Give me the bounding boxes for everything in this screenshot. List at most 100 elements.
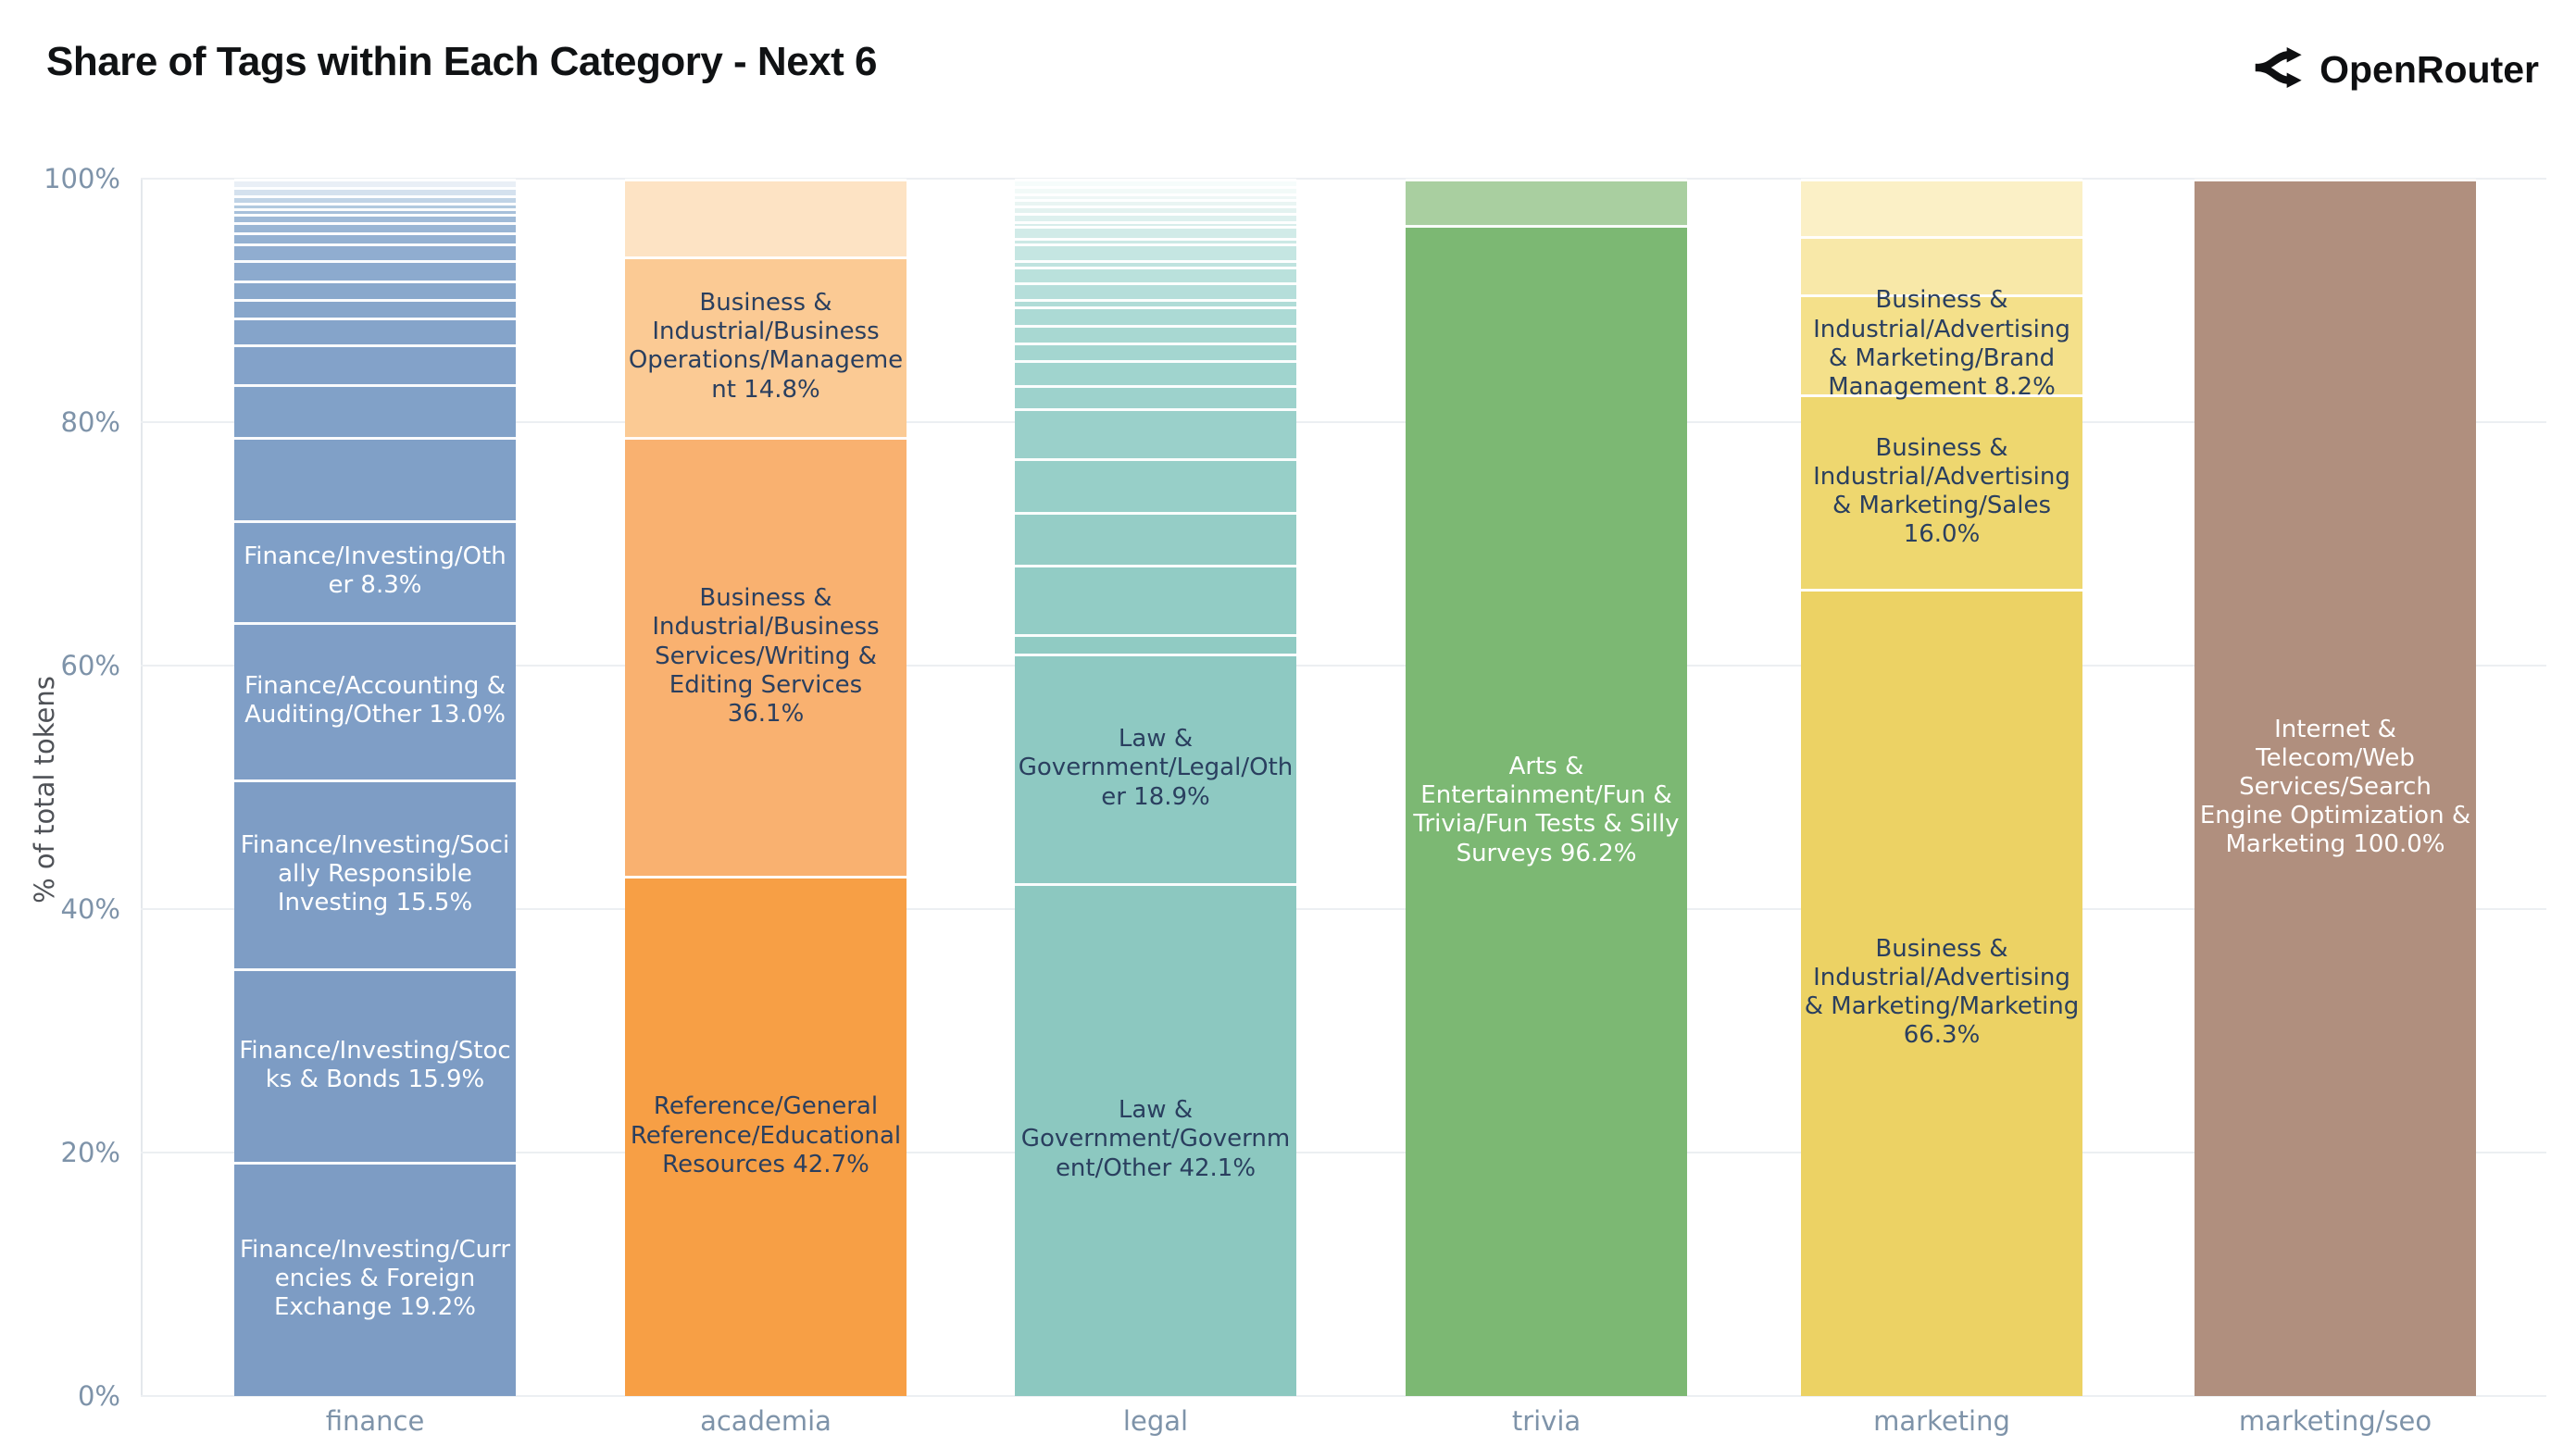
bar-segment[interactable]	[1015, 266, 1296, 282]
bar-segment[interactable]	[1015, 205, 1296, 213]
bar-segment[interactable]	[234, 260, 516, 281]
bar-marketing[interactable]: Business & Industrial/Advertising & Mark…	[1801, 179, 2082, 1396]
bar-segment[interactable]	[234, 317, 516, 344]
bar-segment[interactable]	[1406, 179, 1687, 225]
bar-segment[interactable]	[1015, 193, 1296, 200]
gridline-20%	[141, 1152, 2546, 1153]
openrouter-logo-icon	[2251, 41, 2305, 98]
bar-segment[interactable]: Finance/Investing/Currencies & Foreign E…	[234, 1162, 516, 1396]
bar-segment[interactable]	[1015, 512, 1296, 565]
segment-label: Finance/Investing/Currencies & Foreign E…	[239, 1235, 511, 1322]
bar-segment[interactable]	[1015, 243, 1296, 260]
bar-segment[interactable]: Law & Government/Legal/Other 18.9%	[1015, 653, 1296, 884]
segment-label: Reference/General Reference/Educational …	[630, 1092, 902, 1178]
bar-segment[interactable]	[234, 384, 516, 437]
segment-label: Law & Government/Government/Other 42.1%	[1020, 1096, 1291, 1182]
brand: OpenRouter	[2251, 41, 2539, 98]
gridline-40%	[141, 908, 2546, 910]
bar-segment[interactable]	[234, 436, 516, 521]
bar-segment[interactable]	[1015, 385, 1296, 409]
bar-segment[interactable]	[234, 222, 516, 232]
bar-segment[interactable]: Law & Government/Government/Other 42.1%	[1015, 883, 1296, 1396]
segment-label: Finance/Investing/Stocks & Bonds 15.9%	[239, 1036, 511, 1093]
y-tick-label-0%: 0%	[77, 1380, 120, 1412]
bar-segment[interactable]	[234, 195, 516, 204]
bar-segment[interactable]: Business & Industrial/Business Operation…	[625, 256, 907, 437]
bar-segment[interactable]: Finance/Accounting & Auditing/Other 13.0…	[234, 621, 516, 780]
brand-name: OpenRouter	[2320, 47, 2539, 91]
bar-segment[interactable]	[234, 343, 516, 385]
segment-label: Business & Industrial/Advertising & Mark…	[1813, 433, 2070, 549]
bar-segment[interactable]	[1015, 324, 1296, 343]
bar-legal[interactable]: Law & Government/Legal/Other 18.9% Law & …	[1015, 179, 1296, 1396]
bar-segment[interactable]: Internet & Telecom/Web Services/Search E…	[2195, 179, 2476, 1396]
bar-segment[interactable]: Finance/Investing/Stocks & Bonds 15.9%	[234, 968, 516, 1163]
x-axis-label-trivia: trivia	[1511, 1405, 1582, 1437]
bar-segment[interactable]: Business & Industrial/Advertising & Mark…	[1801, 286, 2082, 401]
x-axis-label-marketing/seo: marketing/seo	[2238, 1405, 2432, 1437]
bar-segment[interactable]	[1015, 408, 1296, 459]
bar-segment[interactable]: Business & Industrial/Advertising & Mark…	[1801, 393, 2082, 590]
gridline-60%	[141, 665, 2546, 667]
bar-segment[interactable]	[1015, 220, 1296, 227]
bar-segment[interactable]	[234, 243, 516, 261]
bar-segment[interactable]	[234, 203, 516, 208]
bar-academia[interactable]: Business & Industrial/Business Operation…	[625, 179, 907, 1396]
bar-segment[interactable]	[625, 179, 907, 257]
bar-segment[interactable]	[1015, 226, 1296, 239]
segment-label: Business & Industrial/Advertising & Mark…	[1813, 286, 2070, 402]
bar-trivia[interactable]: Arts & Entertainment/Fun & Trivia/Fun Te…	[1406, 179, 1687, 1396]
y-tick-label-20%: 20%	[60, 1137, 120, 1168]
bar-segment[interactable]	[1015, 185, 1296, 193]
bar-segment[interactable]	[234, 207, 516, 215]
bar-segment[interactable]	[1015, 458, 1296, 513]
gridline-80%	[141, 421, 2546, 423]
segment-label: Finance/Investing/Other 8.3%	[244, 542, 506, 599]
page-title: Share of Tags within Each Category - Nex…	[46, 39, 878, 84]
segment-label: Law & Government/Legal/Other 18.9%	[1018, 725, 1294, 811]
segment-label: Finance/Investing/Socially Responsible I…	[240, 830, 510, 916]
y-axis-line	[141, 179, 143, 1396]
bar-segment[interactable]	[1015, 299, 1296, 306]
bar-segment[interactable]	[234, 231, 516, 243]
bar-segment[interactable]: Finance/Investing/Other 8.3%	[234, 520, 516, 622]
bar-segment[interactable]: Arts & Entertainment/Fun & Trivia/Fun Te…	[1406, 224, 1687, 1396]
segment-label: Finance/Accounting & Auditing/Other 13.0…	[244, 671, 506, 729]
bar-segment[interactable]	[234, 280, 516, 300]
bar-segment[interactable]	[1801, 235, 2082, 294]
bar-segment[interactable]	[1015, 212, 1296, 221]
y-tick-label-60%: 60%	[60, 650, 120, 681]
y-tick-label-80%: 80%	[60, 406, 120, 438]
bar-segment[interactable]	[1015, 260, 1296, 267]
bar-segment[interactable]	[1015, 564, 1296, 634]
bar-segment[interactable]	[1015, 305, 1296, 325]
bar-segment[interactable]	[1015, 633, 1296, 654]
bar-segment[interactable]	[1015, 281, 1296, 300]
bar-segment[interactable]: Reference/General Reference/Educational …	[625, 876, 907, 1396]
bar-segment[interactable]	[234, 187, 516, 196]
bar-finance[interactable]: Finance/Investing/Other 8.3% Finance/Acco…	[234, 179, 516, 1396]
bar-segment[interactable]	[234, 214, 516, 223]
segment-label: Business & Industrial/Business Services/…	[652, 584, 880, 728]
y-tick-label-100%: 100%	[44, 163, 120, 194]
bar-segment[interactable]	[1015, 238, 1296, 243]
bar-segment[interactable]	[234, 299, 516, 318]
bar-marketing/seo[interactable]: Internet & Telecom/Web Services/Search E…	[2195, 179, 2476, 1396]
bar-segment[interactable]	[1015, 199, 1296, 206]
bar-segment[interactable]	[1015, 359, 1296, 386]
bar-segment[interactable]: Finance/Investing/Socially Responsible I…	[234, 779, 516, 969]
bar-segment[interactable]	[1015, 343, 1296, 360]
x-axis-label-finance: finance	[325, 1405, 425, 1437]
y-tick-label-40%: 40%	[60, 893, 120, 925]
segment-label: Business & Industrial/Advertising & Mark…	[1804, 934, 2080, 1050]
bar-segment[interactable]: Business & Industrial/Advertising & Mark…	[1801, 589, 2082, 1396]
bar-segment[interactable]	[234, 179, 516, 188]
bar-segment[interactable]	[1801, 179, 2082, 236]
bar-segment[interactable]	[1015, 179, 1296, 186]
gridline-100%	[141, 178, 2546, 180]
gridline-0%	[141, 1395, 2546, 1397]
segment-label: Arts & Entertainment/Fun & Trivia/Fun Te…	[1413, 753, 1680, 867]
y-axis-title: % of total tokens	[29, 676, 60, 904]
bar-segment[interactable]: Business & Industrial/Business Services/…	[625, 436, 907, 877]
